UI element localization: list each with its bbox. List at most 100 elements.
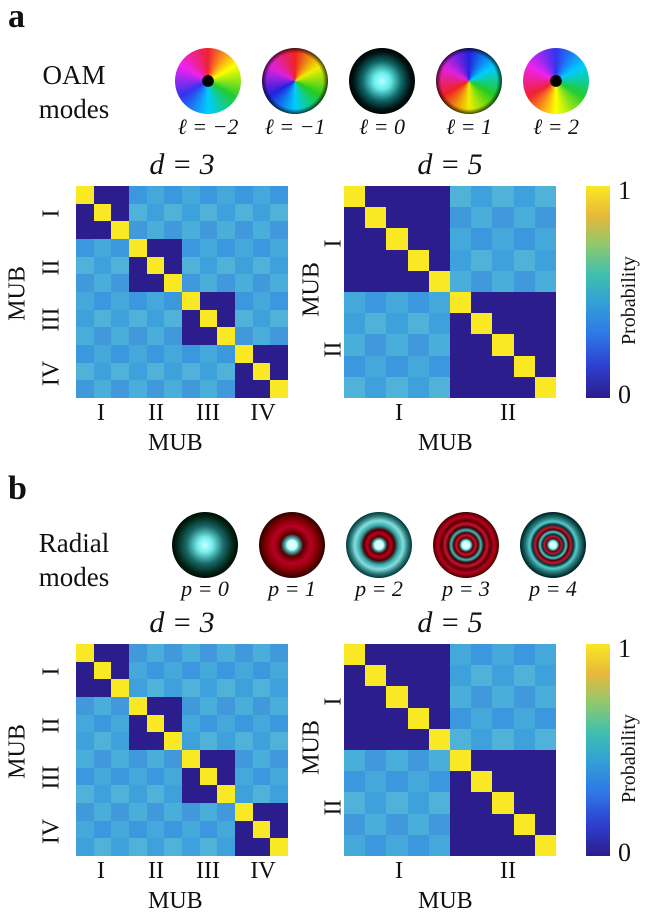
heatmap-cell	[93, 732, 112, 750]
heatmap-cell	[76, 362, 94, 381]
heatmap-cell	[252, 203, 271, 222]
heatmap-cell	[76, 767, 94, 786]
heatmap-cell	[471, 792, 493, 814]
heatmap-cell	[181, 186, 200, 204]
heatmap-cell	[386, 644, 408, 666]
colorbar-max-label: 1	[618, 634, 631, 663]
heatmap-cell	[344, 292, 366, 314]
heatmap-cell	[513, 186, 535, 208]
heatmap-cell	[428, 644, 450, 666]
heatmap-cell	[450, 376, 472, 398]
heatmap-cell	[111, 362, 129, 381]
heatmap-cell	[252, 696, 271, 715]
heatmap-title: d = 3	[149, 148, 215, 181]
heatmap-cell	[217, 291, 235, 310]
heatmap-cell	[407, 249, 429, 271]
heatmap-cell	[492, 792, 514, 814]
heatmap-cell	[344, 665, 366, 687]
heatmap-cell	[111, 679, 129, 697]
heatmap-cell	[164, 802, 182, 821]
colorbar-max-label: 1	[618, 176, 631, 205]
heatmap-cell	[217, 785, 235, 803]
oam-mode-label: ℓ = 2	[532, 114, 579, 139]
heatmap-cell	[365, 644, 387, 666]
radial-mode-label: p = 2	[355, 576, 403, 601]
heatmap-cell	[365, 686, 387, 708]
x-tick: I	[395, 400, 403, 426]
heatmap-cell	[181, 256, 200, 275]
heatmap-cell	[428, 707, 450, 729]
heatmap-cell	[471, 186, 493, 208]
y-axis-title: MUB	[4, 724, 31, 779]
heatmap-cell	[270, 309, 288, 328]
heatmap-cell	[534, 228, 556, 250]
heatmap-cell	[428, 186, 450, 208]
heatmap-cell	[344, 355, 366, 377]
heatmap-cell	[252, 679, 271, 697]
heatmap-cell	[492, 644, 514, 666]
heatmap-cell	[111, 714, 129, 733]
heatmap-cell	[386, 334, 408, 356]
x-tick: I	[395, 858, 403, 884]
heatmap-cell	[270, 221, 288, 239]
heatmap-cell	[252, 274, 271, 292]
heatmap-cell	[146, 221, 165, 239]
heatmap-cell	[217, 362, 235, 381]
heatmap-cell	[164, 274, 182, 292]
heatmap-cell	[76, 309, 94, 328]
heatmap-cell	[164, 344, 182, 363]
oam-mode-m2-icon	[175, 48, 241, 114]
heatmap-cell	[492, 186, 514, 208]
heatmap-cell	[252, 749, 271, 768]
heatmap-cell	[270, 820, 288, 839]
heatmap-cell	[128, 380, 147, 398]
heatmap-cell	[146, 802, 165, 821]
heatmap-cell	[164, 221, 182, 239]
heatmap-cell	[93, 291, 112, 310]
heatmap-cell	[471, 207, 493, 229]
y-axis-title: MUB	[4, 266, 31, 321]
heatmap-cell	[199, 291, 218, 310]
heatmap-cell	[128, 767, 147, 786]
heatmap-cell	[492, 750, 514, 772]
heatmap-cell	[365, 249, 387, 271]
heatmap-cell	[217, 309, 235, 328]
heatmap-cell	[407, 792, 429, 814]
heatmap-cell	[199, 327, 218, 345]
heatmap-cell	[492, 686, 514, 708]
heatmap-cell	[76, 696, 94, 715]
heatmap-cell	[111, 820, 129, 839]
heatmap-cell	[471, 270, 493, 292]
heatmap-cell	[270, 256, 288, 275]
heatmap-cell	[234, 380, 253, 398]
heatmap-cell	[93, 714, 112, 733]
heatmap-cell	[111, 802, 129, 821]
y-axis-title: MUB	[298, 720, 325, 775]
heatmap-cell	[407, 313, 429, 335]
heatmap-cell	[492, 249, 514, 271]
heatmap-cell	[534, 334, 556, 356]
heatmap-cell	[217, 327, 235, 345]
heatmap-cell	[146, 380, 165, 398]
x-tick: II	[148, 400, 164, 426]
heatmap-cell	[93, 221, 112, 239]
heatmap-cell	[471, 707, 493, 729]
heatmap-cell	[93, 749, 112, 768]
heatmap-cell	[217, 661, 235, 680]
heatmap-cell	[513, 313, 535, 335]
heatmap-cell	[181, 221, 200, 239]
oam-title-line2: modes	[38, 94, 110, 124]
heatmap-cell	[386, 249, 408, 271]
oam-mode-label: ℓ = −1	[264, 114, 326, 139]
heatmap-cell	[450, 313, 472, 335]
heatmap-cell	[386, 270, 408, 292]
heatmap-cell	[111, 256, 129, 275]
heatmap-cell	[365, 355, 387, 377]
y-tick: II	[38, 259, 65, 276]
x-tick: II	[500, 400, 516, 426]
x-tick: I	[97, 400, 105, 426]
y-tick: II	[320, 341, 347, 358]
heatmap-cell	[471, 249, 493, 271]
colorbar-min-label: 0	[618, 380, 631, 409]
heatmap-cell	[386, 355, 408, 377]
